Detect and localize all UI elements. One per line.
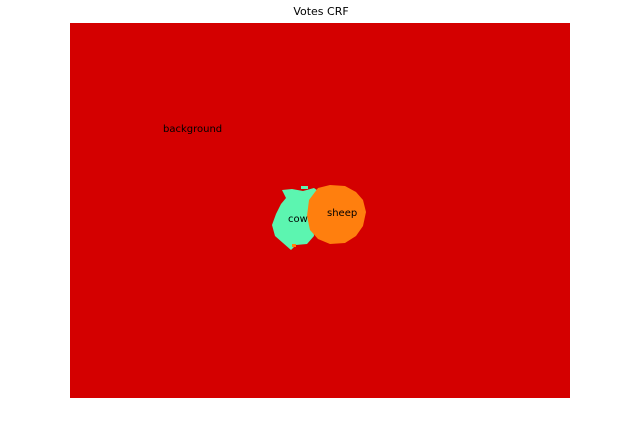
sheep-region bbox=[307, 185, 366, 244]
sheep-artifact bbox=[292, 244, 296, 247]
background-label: background bbox=[163, 124, 222, 135]
sheep-label: sheep bbox=[327, 208, 357, 219]
cow-label: cow bbox=[288, 214, 308, 225]
cow-artifact bbox=[301, 186, 308, 189]
figure-title: Votes CRF bbox=[293, 5, 349, 18]
